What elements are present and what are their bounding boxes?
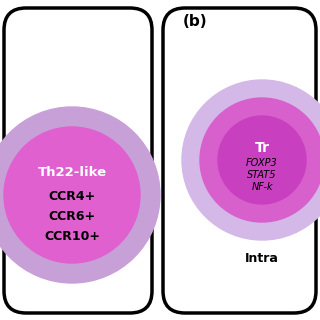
Text: Tr: Tr [254,141,269,155]
FancyBboxPatch shape [163,8,316,313]
Text: (b): (b) [183,14,207,29]
Text: Th22-like: Th22-like [37,165,107,179]
Text: STAT5: STAT5 [247,170,277,180]
Circle shape [218,116,306,204]
FancyBboxPatch shape [4,8,152,313]
Circle shape [200,98,320,222]
Text: FOXP3: FOXP3 [246,158,278,168]
Text: CCR4+: CCR4+ [48,189,96,203]
Circle shape [182,80,320,240]
Circle shape [4,127,140,263]
Text: CCR6+: CCR6+ [48,210,96,222]
Text: Intra: Intra [245,252,279,265]
Text: NF-k: NF-k [251,182,273,192]
Text: CCR10+: CCR10+ [44,229,100,243]
Circle shape [0,107,160,283]
